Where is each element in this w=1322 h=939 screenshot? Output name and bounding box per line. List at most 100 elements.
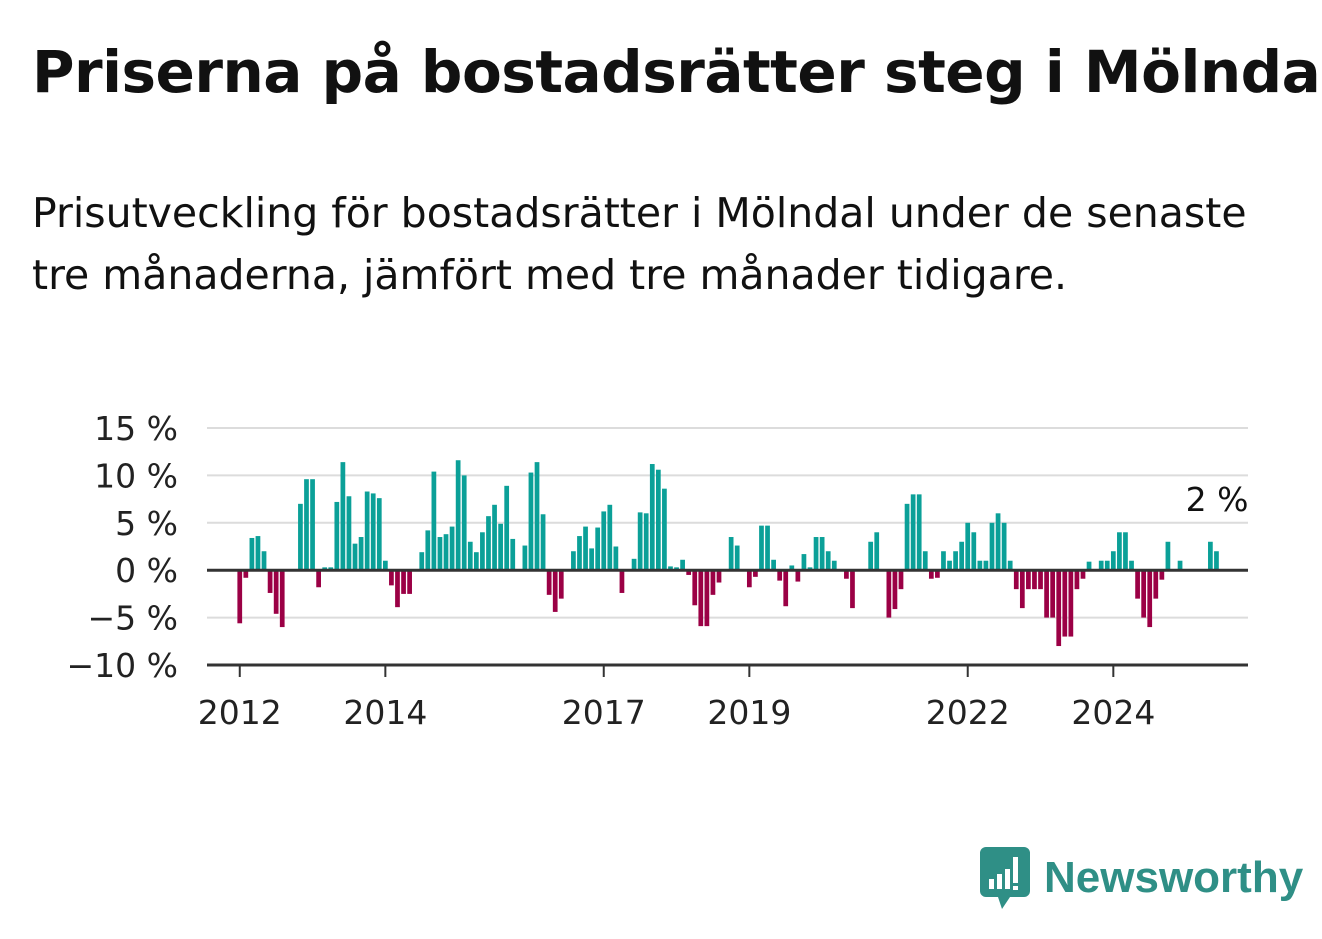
bar <box>728 537 734 571</box>
bar <box>1214 551 1219 571</box>
bar <box>443 534 449 571</box>
bar <box>746 570 752 588</box>
bar <box>850 570 855 609</box>
bar <box>1117 532 1122 571</box>
bar <box>953 551 958 571</box>
y-tick-label: −5 % <box>88 599 179 638</box>
bar <box>389 570 394 586</box>
bar <box>316 570 321 588</box>
bar <box>461 475 467 571</box>
bar <box>486 516 491 571</box>
bar <box>777 570 783 581</box>
bar <box>1153 570 1159 599</box>
bar <box>419 552 425 571</box>
bar <box>892 570 898 610</box>
bar <box>983 560 989 571</box>
bar <box>358 537 364 571</box>
bar <box>261 551 267 571</box>
bar <box>431 471 437 571</box>
bar <box>977 560 983 571</box>
bar-layer <box>237 460 1219 647</box>
bar <box>1001 522 1007 571</box>
bar <box>716 570 722 583</box>
bar <box>376 498 382 571</box>
bar <box>558 570 564 599</box>
bar <box>346 496 352 571</box>
y-tick-label: 0 % <box>115 551 178 590</box>
bar <box>1177 560 1183 571</box>
bar <box>589 548 594 571</box>
y-tick-label: 15 % <box>94 409 178 448</box>
bar <box>1044 570 1049 618</box>
bar <box>825 551 831 571</box>
brand-name: Newsworthy <box>1044 853 1304 902</box>
bar <box>401 570 406 594</box>
bar <box>310 479 315 571</box>
bar <box>680 559 685 571</box>
bar <box>928 570 934 579</box>
bar <box>607 504 613 571</box>
y-tick-label: 5 % <box>115 504 178 543</box>
bar <box>473 552 479 571</box>
bar <box>783 570 789 607</box>
bar <box>370 493 376 571</box>
x-tick-label: 2012 <box>198 693 282 732</box>
bar <box>874 532 880 571</box>
bar <box>898 570 904 590</box>
bar <box>1208 541 1213 571</box>
bar <box>1080 570 1086 579</box>
bar <box>334 501 340 571</box>
bar <box>795 570 801 582</box>
bar <box>583 526 588 571</box>
bar <box>1147 570 1153 628</box>
bar <box>813 537 819 571</box>
bar <box>759 525 764 571</box>
bar <box>577 536 582 571</box>
bar <box>1129 560 1134 571</box>
y-tick-label: 10 % <box>94 456 178 495</box>
bar <box>662 488 667 571</box>
bar <box>1032 570 1037 590</box>
bar <box>941 551 946 571</box>
bar <box>686 570 692 575</box>
bar <box>868 541 874 571</box>
bar <box>971 532 977 571</box>
bar <box>249 537 255 571</box>
bar <box>1086 561 1092 571</box>
bar <box>965 522 971 571</box>
bar <box>504 485 510 571</box>
bar <box>540 514 546 571</box>
bar <box>552 570 558 612</box>
bar <box>395 570 400 608</box>
bar <box>844 570 849 579</box>
axis-layer <box>207 568 1248 677</box>
brand[interactable]: Newsworthy <box>980 846 1303 910</box>
bar <box>771 559 776 571</box>
bar <box>1062 570 1068 637</box>
bar <box>534 462 540 571</box>
x-tick-label: 2019 <box>707 693 791 732</box>
bar <box>455 460 461 571</box>
chart-title: Priserna på bostadsrätter steg i Mölndal <box>32 38 1322 106</box>
bar <box>304 479 309 571</box>
bar <box>1110 551 1116 571</box>
bar <box>710 570 716 595</box>
bar <box>668 566 673 571</box>
bar <box>1074 570 1080 590</box>
bar <box>886 570 892 618</box>
bar <box>947 560 952 571</box>
bar <box>298 503 303 571</box>
bar <box>649 464 655 571</box>
bar <box>995 513 1001 571</box>
bar <box>546 570 552 595</box>
bar <box>904 503 910 571</box>
bar <box>255 536 261 571</box>
bar <box>916 494 922 571</box>
bar <box>1007 560 1013 571</box>
bar <box>643 513 649 571</box>
bar <box>510 538 516 571</box>
bar <box>637 512 643 571</box>
bar <box>1019 570 1025 609</box>
bar <box>819 537 825 571</box>
bar <box>528 472 534 571</box>
